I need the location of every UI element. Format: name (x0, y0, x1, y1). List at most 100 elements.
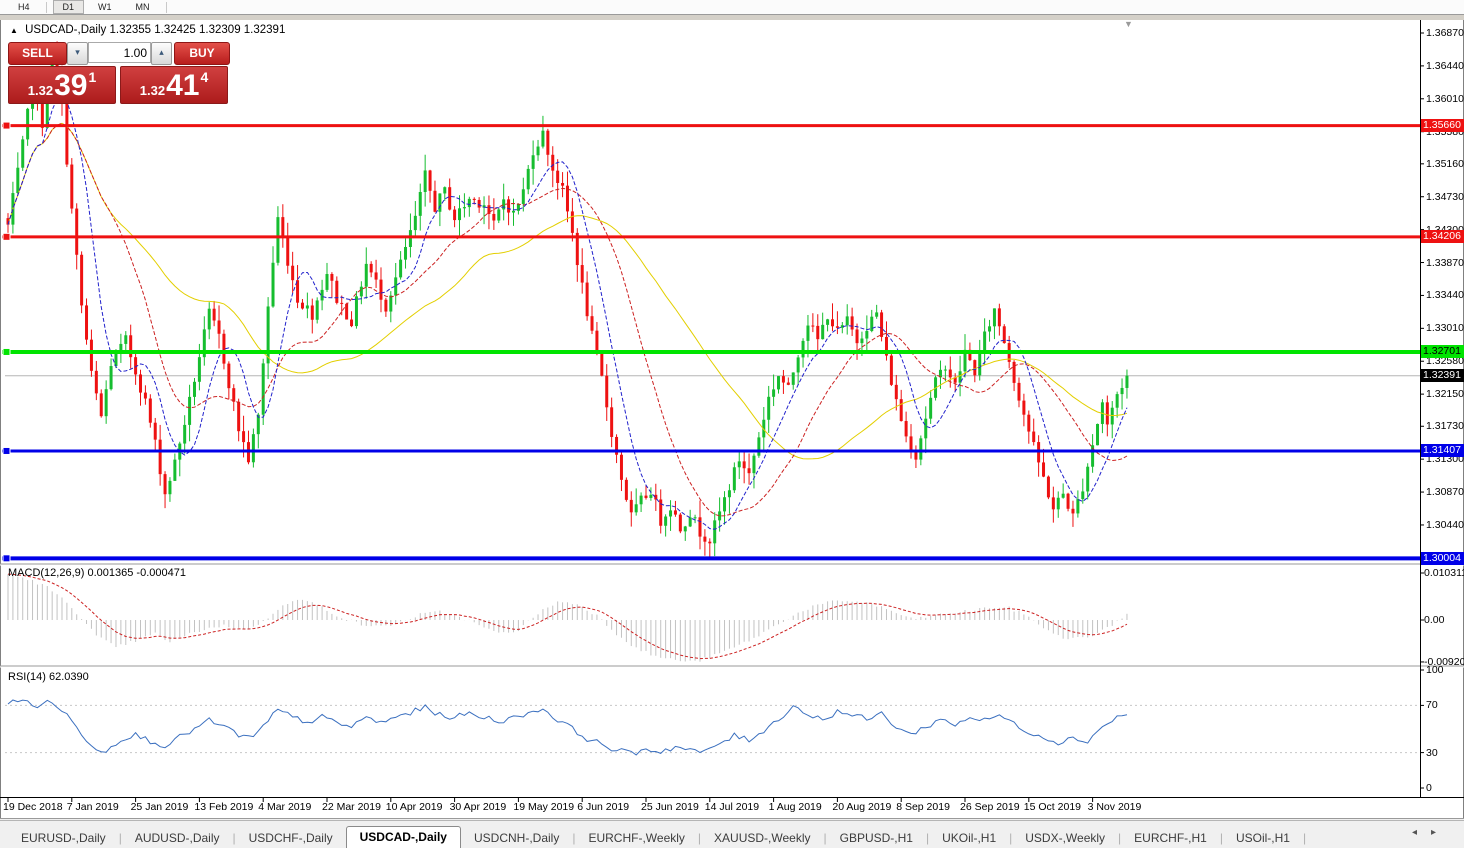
chart-tab-usdx-weekly[interactable]: USDX-,Weekly (1025, 831, 1106, 845)
macd-histogram (7, 574, 1128, 662)
tabs-scroll-right-button[interactable]: ▸ (1430, 827, 1450, 838)
date-label: 20 Aug 2019 (832, 801, 892, 813)
timeframe-button-d1[interactable]: D1 (52, 0, 85, 14)
buy-price-big: 41 (166, 69, 200, 102)
price-tick-label: 1.36870 (1426, 27, 1464, 39)
chart-tab-xauusd-weekly[interactable]: XAUUSD-,Weekly (714, 831, 811, 845)
tab-separator: | (697, 831, 702, 845)
chart-tab-usoil-h1[interactable]: USOil-,H1 (1235, 831, 1290, 845)
price-tick-label: 1.33010 (1426, 322, 1464, 335)
buy-price-panel[interactable]: 1.32 41 4 (120, 66, 228, 104)
ma-fast-line (7, 93, 1128, 530)
collapse-arrow-icon[interactable]: ▲ (10, 26, 18, 35)
chart-tab-ukoil-h1[interactable]: UKOil-,H1 (942, 831, 997, 845)
price-tick-label: 1.33440 (1426, 289, 1464, 302)
one-click-trade-widget: SELL ▾ ▴ BUY 1.32 39 1 1.32 41 4 (8, 40, 230, 104)
date-label: 13 Feb 2019 (194, 801, 254, 813)
tab-separator: | (118, 831, 122, 845)
chart-tab-usdchf-daily[interactable]: USDCHF-,Daily (248, 831, 333, 845)
date-label: 14 Jul 2019 (704, 801, 760, 813)
chart-tab-eurchf-weekly[interactable]: EURCHF-,Weekly (588, 831, 685, 845)
tab-separator: | (572, 831, 576, 845)
price-tick-label: 1.32150 (1426, 388, 1464, 401)
date-label: 22 Mar 2019 (322, 801, 381, 813)
sell-button[interactable]: SELL (8, 42, 67, 65)
date-label: 6 Jun 2019 (577, 801, 630, 813)
date-label: 4 Mar 2019 (258, 801, 312, 813)
timeframe-button-mn[interactable]: MN (135, 2, 150, 12)
date-label: 30 Apr 2019 (449, 801, 507, 813)
arrow-up-icon: ▴ (159, 47, 164, 57)
price-tick-label: 1.31730 (1426, 420, 1464, 433)
chart-tab-eurchf-h1[interactable]: EURCHF-,H1 (1134, 831, 1207, 845)
price-tick-label: 1.36010 (1426, 92, 1464, 105)
volume-down-button[interactable]: ▾ (67, 42, 88, 65)
chart-tab-eurusd-daily[interactable]: EURUSD-,Daily (21, 831, 106, 845)
tab-separator: | (1302, 831, 1307, 845)
ma-mid-line (7, 122, 1128, 517)
price-tick-label: 1.36440 (1426, 59, 1464, 72)
buy-button[interactable]: BUY (174, 42, 230, 65)
date-label: 10 Apr 2019 (385, 801, 443, 813)
toolbar-separator (45, 1, 47, 13)
price-tick-label: 1.34730 (1426, 190, 1464, 203)
sell-price-small: 1.32 (27, 83, 54, 98)
date-label: 8 Sep 2019 (896, 801, 950, 813)
timeframe-button-h4[interactable]: H4 (18, 2, 30, 12)
tab-separator: | (232, 831, 236, 845)
line-price-chip: 1.30004 (1421, 551, 1464, 565)
timeframe-toolbar: H4 D1 W1 MN (0, 0, 1464, 14)
tab-separator: | (1009, 831, 1013, 845)
tab-separator: | (1118, 831, 1122, 845)
tab-scroll-arrows: ◂▸ (1412, 827, 1450, 838)
line-price-chip: 1.34206 (1421, 230, 1464, 244)
macd-scale-label: 0.010311 (1424, 567, 1464, 579)
chart-symbol-label: USDCAD-,Daily (25, 24, 107, 36)
chart-tab-usdcad-daily[interactable]: USDCAD-,Daily (345, 826, 461, 848)
volume-input[interactable] (88, 42, 151, 63)
tab-separator: | (1219, 831, 1223, 845)
macd-scale-label: 0.00 (1424, 614, 1445, 626)
date-label: 15 Oct 2019 (1023, 801, 1082, 813)
line-price-chip: 1.32391 (1421, 369, 1464, 383)
rsi-label: RSI(14) 62.0390 (8, 671, 89, 683)
volume-up-button[interactable]: ▴ (151, 42, 172, 65)
rsi-scale-label: 70 (1426, 699, 1438, 712)
tabs-scroll-left-button[interactable]: ◂ (1411, 827, 1431, 838)
horizontal-lines[interactable] (2, 121, 1420, 563)
price-tick-label: 1.30440 (1426, 518, 1464, 531)
sell-price-big: 39 (54, 69, 88, 102)
date-label: 19 May 2019 (513, 801, 575, 813)
macd-scale-label: -0.009203 (1424, 655, 1464, 668)
chart-tab-bar: EURUSD-,Daily | AUDUSD-,Daily | USDCHF-,Dail… (0, 820, 1464, 848)
sell-price-panel[interactable]: 1.32 39 1 (8, 66, 116, 104)
date-label: 3 Nov 2019 (1087, 801, 1142, 813)
arrow-down-icon: ▾ (75, 47, 80, 57)
date-label: 1 Aug 2019 (768, 801, 822, 813)
chart-tab-audusd-daily[interactable]: AUDUSD-,Daily (134, 831, 220, 845)
macd-label: MACD(12,26,9) 0.001365 -0.000471 (8, 567, 186, 579)
toolbar-separator (165, 1, 167, 13)
price-tick-label: 1.30870 (1426, 486, 1464, 499)
rsi-scale-label: 30 (1426, 746, 1438, 759)
date-label: 7 Jan 2019 (66, 801, 119, 813)
date-label: 25 Jan 2019 (130, 801, 189, 813)
line-price-chip: 1.31407 (1421, 444, 1464, 458)
line-price-chip: 1.32701 (1421, 345, 1464, 359)
line-price-chip: 1.35660 (1421, 119, 1464, 133)
chart-tab-usdcnh-daily[interactable]: USDCNH-,Daily (473, 831, 560, 845)
rsi-scale-label: 0 (1426, 782, 1432, 794)
candles (6, 41, 1129, 559)
tab-separator: | (925, 831, 930, 845)
rsi-line (7, 699, 1128, 756)
scroll-to-end-icon[interactable]: ▼ (1124, 19, 1133, 29)
timeframe-button-w1[interactable]: W1 (98, 2, 112, 12)
date-label: 26 Sep 2019 (960, 801, 1020, 813)
buy-price-sup: 4 (200, 69, 209, 85)
chart-tab-gbpusd-h1[interactable]: GBPUSD-,H1 (839, 831, 913, 845)
ma-slow-line (7, 122, 1128, 460)
chart-ohlc-values: 1.32355 1.32425 1.32309 1.32391 (109, 24, 286, 36)
macd-signal-line (7, 573, 1128, 660)
date-label: 19 Dec 2018 (3, 801, 63, 813)
